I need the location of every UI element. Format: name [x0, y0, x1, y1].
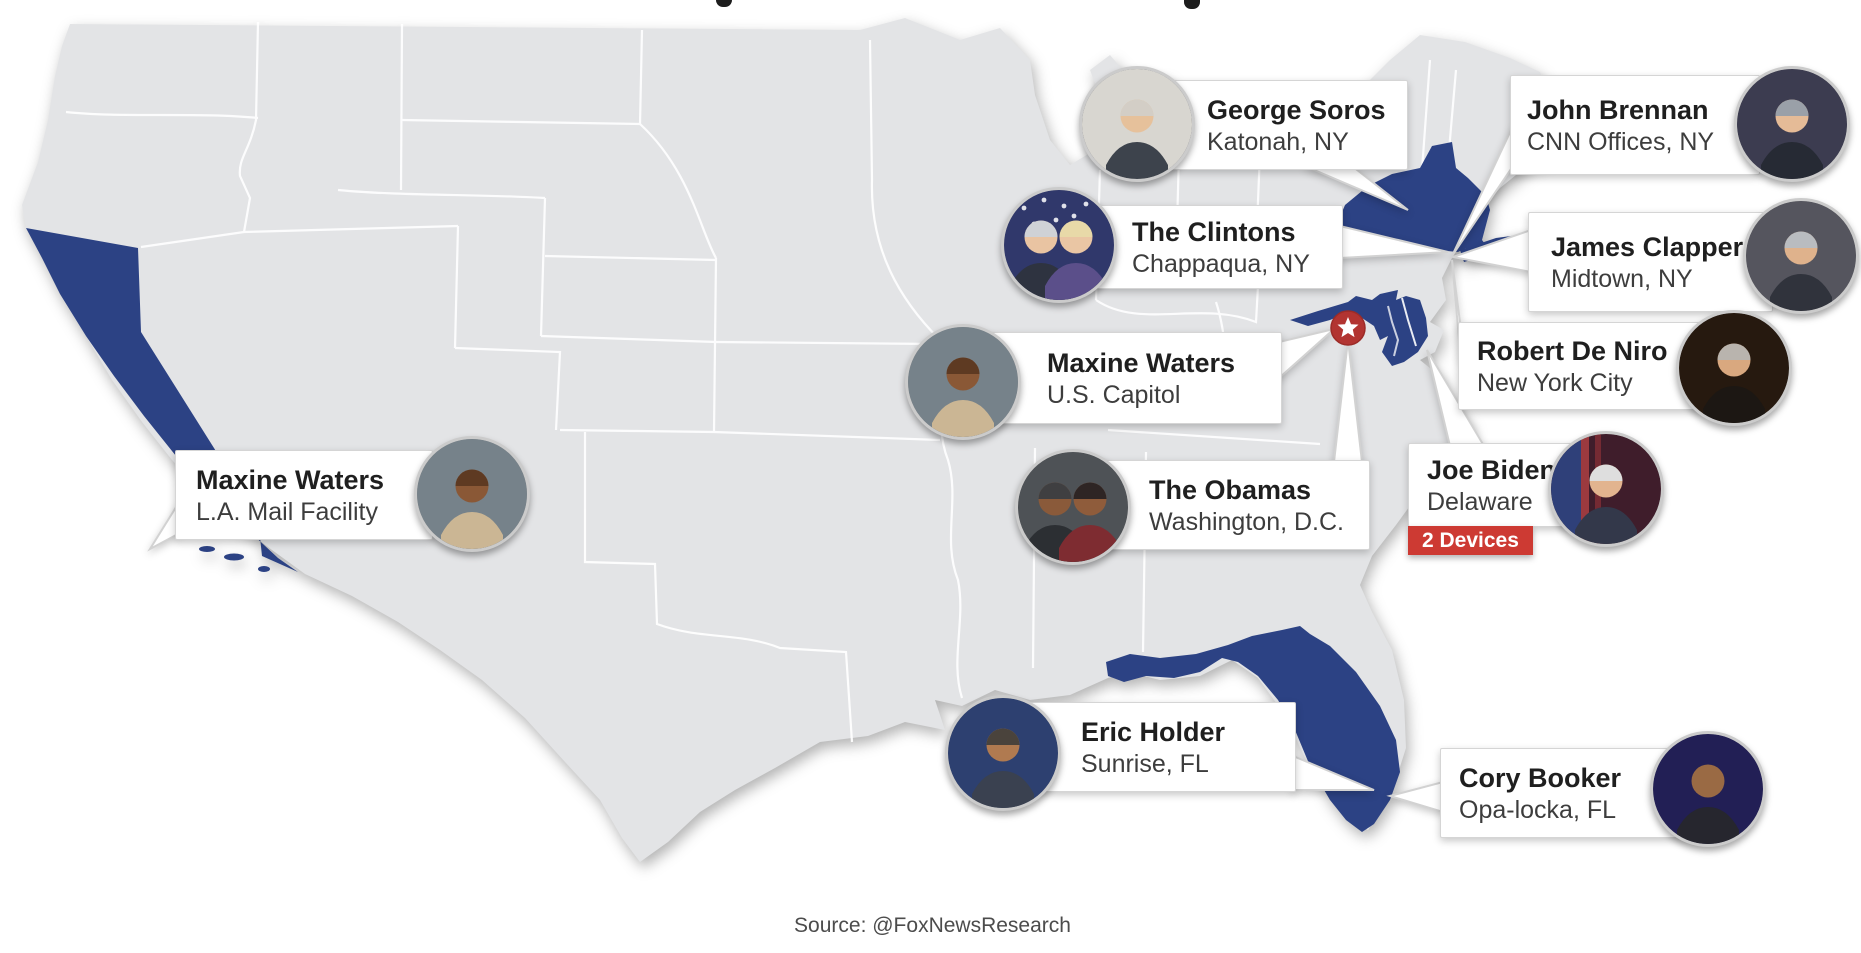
source-credit: Source: @FoxNewsResearch — [794, 914, 1071, 937]
person-name: Maxine Waters — [196, 464, 385, 495]
cropped-title-fragment — [716, 0, 732, 7]
avatar-cory-booker — [1650, 731, 1766, 847]
person-location: CNN Offices, NY — [1527, 127, 1715, 156]
avatar-maxine-waters-capitol — [905, 324, 1021, 440]
person-location: Washington, D.C. — [1149, 507, 1344, 536]
callout-eric-holder: Eric Holder Sunrise, FL — [1028, 702, 1296, 792]
channel-island — [199, 546, 215, 552]
channel-island — [258, 566, 270, 572]
person-name: George Soros — [1207, 94, 1386, 125]
avatar-eric-holder — [945, 695, 1061, 811]
cropped-title-fragment — [1184, 0, 1200, 9]
maryland-delaware-border — [1401, 297, 1417, 347]
chesapeake-bay-line — [1387, 305, 1400, 357]
device-count-badge: 2 Devices — [1408, 526, 1533, 555]
person-name: The Obamas — [1149, 474, 1312, 505]
person-location: Sunrise, FL — [1081, 749, 1209, 778]
avatar-the-clintons — [1001, 187, 1117, 303]
person-location: Midtown, NY — [1551, 264, 1693, 293]
dc-star-marker — [1330, 310, 1366, 346]
person-location: Chappaqua, NY — [1132, 249, 1310, 278]
avatar-james-clapper — [1743, 198, 1859, 314]
person-name: James Clapper — [1551, 231, 1744, 262]
person-name: Robert De Niro — [1477, 335, 1668, 366]
person-name: Joe Biden — [1427, 454, 1557, 485]
avatar-joe-biden — [1548, 431, 1664, 547]
callout-george-soros: George Soros Katonah, NY — [1168, 80, 1408, 170]
avatar-george-soros — [1079, 66, 1195, 182]
star-icon — [1337, 317, 1359, 338]
person-name: Eric Holder — [1081, 716, 1226, 747]
state-new-york — [1337, 142, 1490, 252]
person-location: New York City — [1477, 368, 1633, 397]
state-maryland-delaware — [1290, 290, 1428, 366]
person-location: Opa-locka, FL — [1459, 795, 1617, 824]
avatar-maxine-waters-la — [414, 436, 530, 552]
callout-maxine-waters-capitol: Maxine Waters U.S. Capitol — [990, 332, 1282, 424]
pointer-waters-la — [147, 500, 179, 552]
callout-the-obamas: The Obamas Washington, D.C. — [1098, 460, 1370, 550]
callout-john-brennan: John Brennan CNN Offices, NY — [1510, 75, 1760, 175]
callout-robert-de-niro: Robert De Niro New York City — [1458, 322, 1706, 410]
callout-the-clintons: The Clintons Chappaqua, NY — [1085, 205, 1343, 289]
person-name: Maxine Waters — [1047, 347, 1236, 378]
person-location: Katonah, NY — [1207, 127, 1349, 156]
person-location: Delaware — [1427, 487, 1533, 516]
person-name: The Clintons — [1132, 216, 1296, 247]
avatar-robert-de-niro — [1676, 310, 1792, 426]
avatar-the-obamas — [1015, 449, 1131, 565]
pointer-booker — [1386, 780, 1444, 814]
person-name: John Brennan — [1527, 94, 1709, 125]
avatar-john-brennan — [1734, 66, 1850, 182]
callout-james-clapper: James Clapper Midtown, NY — [1528, 212, 1773, 312]
callout-pointers — [147, 125, 1532, 814]
person-location: U.S. Capitol — [1047, 380, 1181, 409]
callout-maxine-waters-la: Maxine Waters L.A. Mail Facility — [175, 450, 433, 540]
channel-island — [224, 553, 244, 561]
person-location: L.A. Mail Facility — [196, 497, 378, 526]
person-name: Cory Booker — [1459, 762, 1622, 793]
